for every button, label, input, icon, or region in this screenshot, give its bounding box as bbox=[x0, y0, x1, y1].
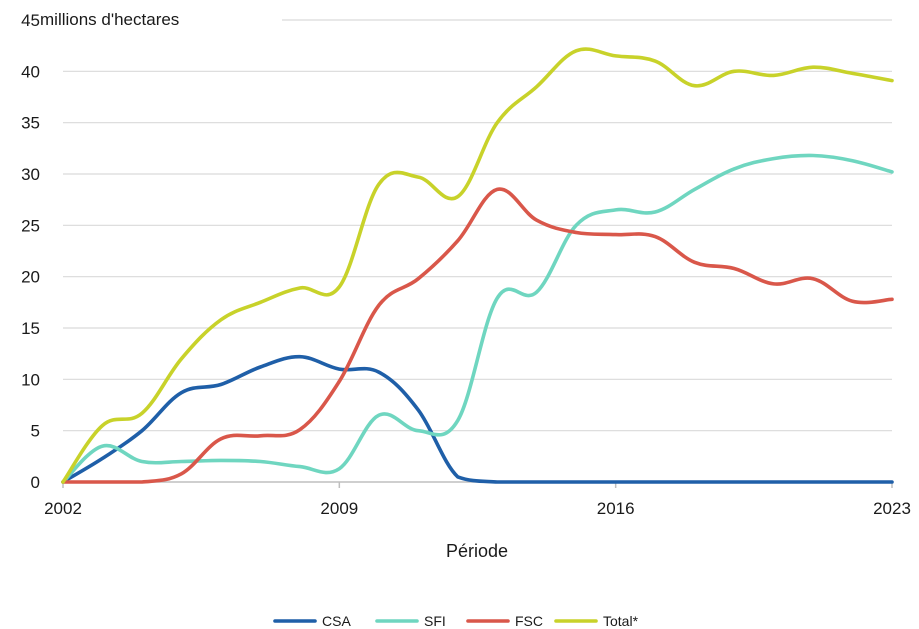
grid-lines bbox=[63, 19, 892, 432]
y-tick-label: 40 bbox=[21, 62, 40, 81]
legend-label: Total* bbox=[603, 613, 639, 629]
y-tick-label: 5 bbox=[31, 422, 40, 441]
series-lines bbox=[61, 47, 894, 484]
legend: CSA SFI FSC Total* bbox=[273, 613, 639, 629]
legend-label: SFI bbox=[424, 613, 446, 629]
y-unit-label: millions d'hectares bbox=[40, 10, 179, 29]
y-tick-label: 25 bbox=[21, 216, 40, 235]
x-tick-label: 2016 bbox=[597, 499, 635, 518]
x-tick-label: 2002 bbox=[44, 499, 82, 518]
x-axis-title: Période bbox=[446, 541, 508, 561]
y-tick-label: 15 bbox=[21, 319, 40, 338]
legend-label: FSC bbox=[515, 613, 543, 629]
y-tick-label: 0 bbox=[31, 473, 40, 492]
series-line-fsc bbox=[61, 187, 894, 484]
x-tick-label: 2009 bbox=[320, 499, 358, 518]
y-tick-label: 35 bbox=[21, 114, 40, 133]
x-tick-labels: 2002 2009 2016 2023 bbox=[44, 482, 911, 518]
legend-label: CSA bbox=[322, 613, 351, 629]
y-tick-label: 30 bbox=[21, 165, 40, 184]
series-line-sfi bbox=[61, 153, 894, 484]
series-line-total bbox=[61, 47, 894, 484]
series-line-csa bbox=[61, 354, 894, 484]
y-tick-label: 10 bbox=[21, 370, 40, 389]
y-tick-label: 45 bbox=[21, 11, 40, 30]
x-tick-label: 2023 bbox=[873, 499, 911, 518]
y-tick-labels: 0 5 10 15 20 25 30 35 40 45 bbox=[21, 11, 40, 492]
y-tick-label: 20 bbox=[21, 268, 40, 287]
